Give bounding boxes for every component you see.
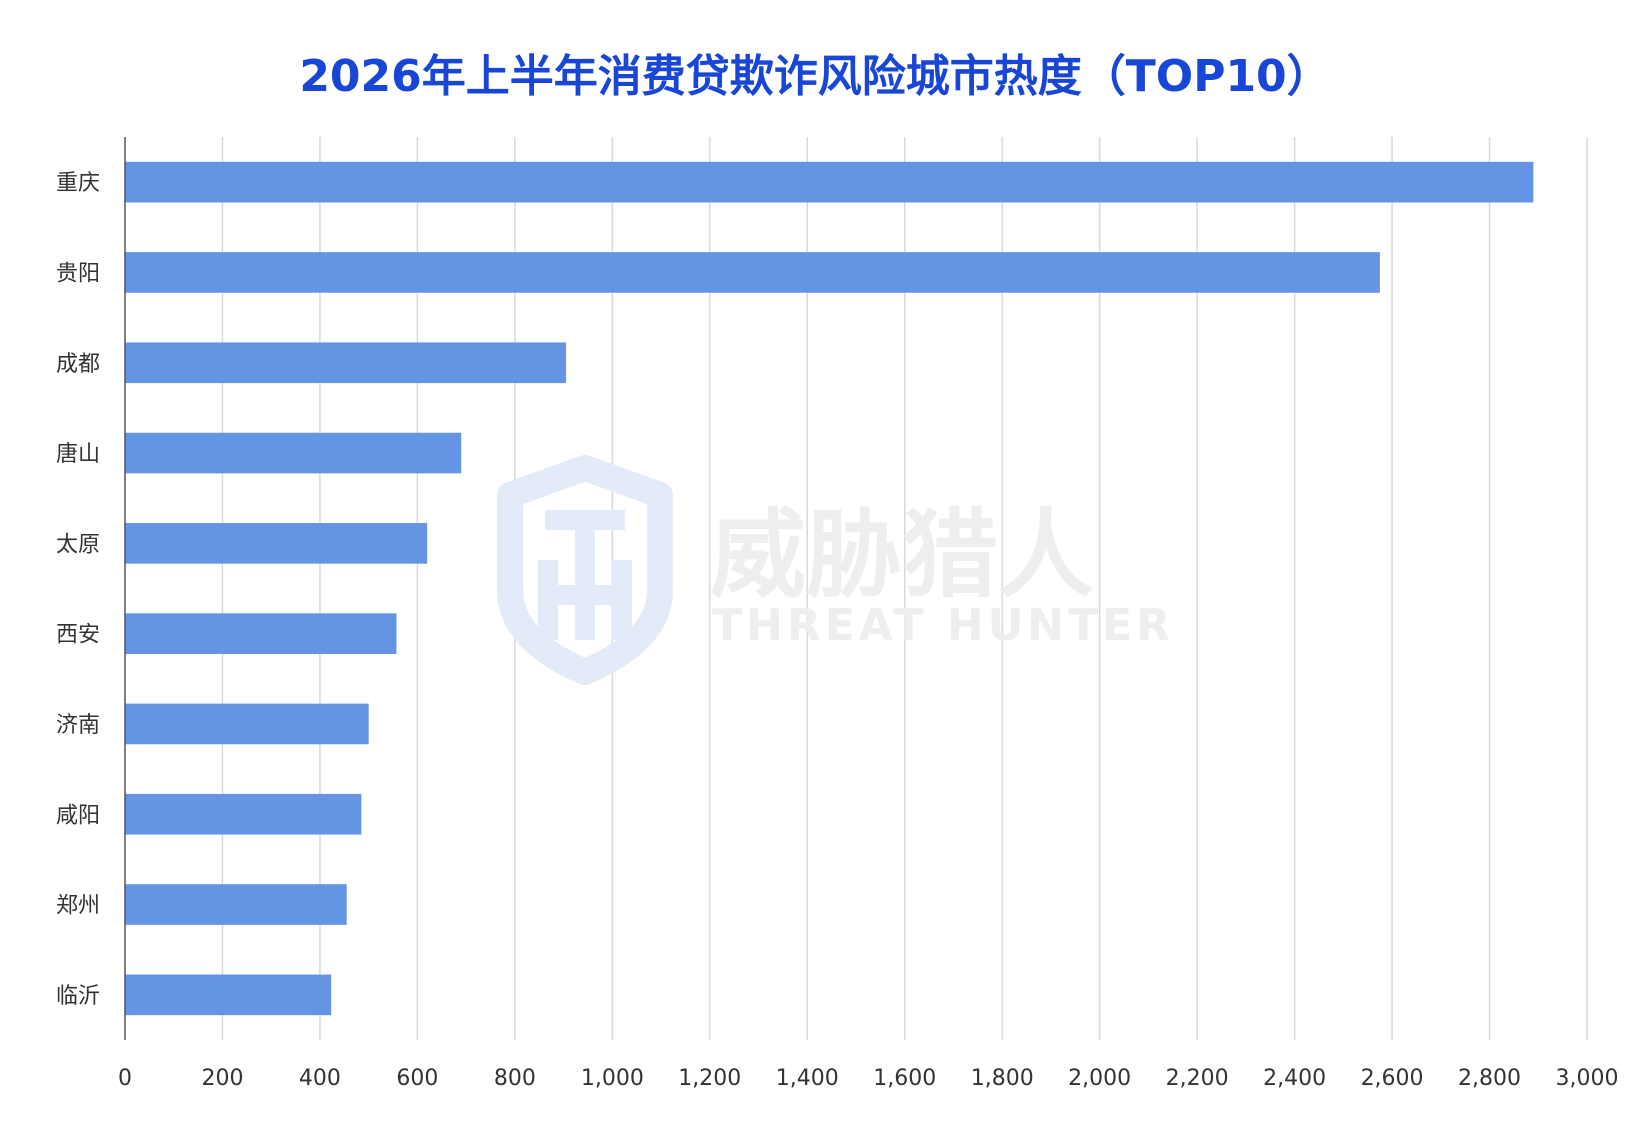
category-label: 临沂: [56, 984, 100, 1009]
category-label: 郑州: [56, 894, 100, 919]
bar: [125, 974, 332, 1016]
bar: [125, 793, 362, 835]
category-label: 西安: [56, 623, 100, 648]
bar: [125, 252, 1380, 293]
bar: [125, 432, 462, 474]
x-tick-label: 200: [201, 1066, 243, 1091]
bars-layer: [125, 161, 1534, 1016]
x-tick-label: 1,000: [581, 1066, 644, 1091]
bar: [125, 613, 397, 654]
x-tick-label: 1,200: [678, 1066, 741, 1091]
x-tick-label: 600: [396, 1066, 438, 1091]
shield-logo-letters: [538, 510, 632, 640]
x-tick-label: 3,000: [1556, 1066, 1619, 1091]
x-tick-label: 1,800: [971, 1066, 1034, 1091]
category-label: 济南: [56, 713, 100, 738]
x-tick-label: 2,800: [1458, 1066, 1521, 1091]
x-tick-label: 800: [494, 1066, 536, 1091]
bar: [125, 703, 369, 745]
x-tick-label: 2,400: [1263, 1066, 1326, 1091]
category-label: 成都: [56, 352, 100, 377]
x-tick-label: 2,200: [1166, 1066, 1229, 1091]
bar: [125, 523, 428, 564]
category-label: 太原: [56, 532, 100, 557]
category-label: 贵阳: [56, 261, 100, 286]
shield-logo-watermark: [497, 455, 673, 685]
x-tick-label: 1,600: [873, 1066, 936, 1091]
x-tick-label: 2,600: [1361, 1066, 1424, 1091]
chart-title: 2026年上半年消费贷欺诈风险城市热度（TOP10）: [299, 51, 1331, 102]
x-tick-label: 2,000: [1068, 1066, 1131, 1091]
bar: [125, 342, 567, 384]
category-label: 唐山: [56, 442, 100, 467]
bar: [125, 884, 347, 925]
labels-layer: 0 200 400 600 800 1,000 1,200 1,400 1,600 1,800 2,…: [56, 171, 1619, 1091]
watermark: 威胁猎人 THREAT HUNTER: [497, 455, 1174, 685]
bar: [125, 161, 1534, 203]
x-tick-label: 0: [118, 1066, 132, 1091]
watermark-brand-en: THREAT HUNTER: [712, 600, 1174, 651]
category-label: 咸阳: [56, 803, 100, 828]
x-tick-label: 400: [299, 1066, 341, 1091]
category-label: 重庆: [56, 171, 100, 196]
x-tick-label: 1,400: [776, 1066, 839, 1091]
watermark-brand-cn: 威胁猎人: [710, 499, 1094, 611]
